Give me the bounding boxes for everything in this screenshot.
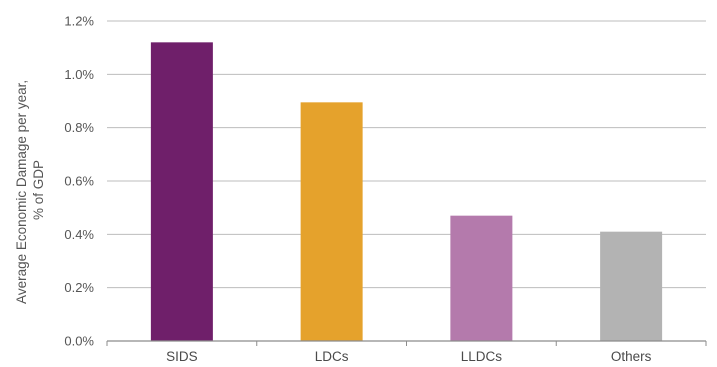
y-tick-label: 0.0% — [64, 334, 94, 349]
bar-sids — [150, 42, 213, 341]
bars — [150, 42, 663, 341]
bar-others — [600, 231, 663, 341]
x-tick-label-others: Others — [611, 349, 652, 364]
y-tick-labels: 0.0% 0.2% 0.4% 0.6% 0.8% 1.0% 1.2% — [64, 14, 94, 349]
y-tick-label: 1.0% — [64, 67, 94, 82]
x-tick-label-lldcs: LLDCs — [461, 349, 503, 364]
x-axis — [106, 340, 707, 346]
bar-ldcs — [300, 102, 363, 341]
y-axis-title: Average Economic Damage per year, % of G… — [14, 76, 46, 304]
x-tick-labels: SIDS LDCs LLDCs Others — [166, 349, 652, 364]
y-tick-label: 0.2% — [64, 280, 94, 295]
y-tick-label: 1.2% — [64, 14, 94, 29]
x-tick-label-sids: SIDS — [166, 349, 198, 364]
y-axis-title-line-2: % of GDP — [31, 160, 46, 220]
y-tick-label: 0.4% — [64, 227, 94, 242]
y-tick-label: 0.6% — [64, 174, 94, 189]
y-axis-title-line-1: Average Economic Damage per year, — [14, 80, 29, 304]
x-tick-label-ldcs: LDCs — [315, 349, 349, 364]
bar-lldcs — [450, 215, 513, 341]
y-tick-label: 0.8% — [64, 120, 94, 135]
